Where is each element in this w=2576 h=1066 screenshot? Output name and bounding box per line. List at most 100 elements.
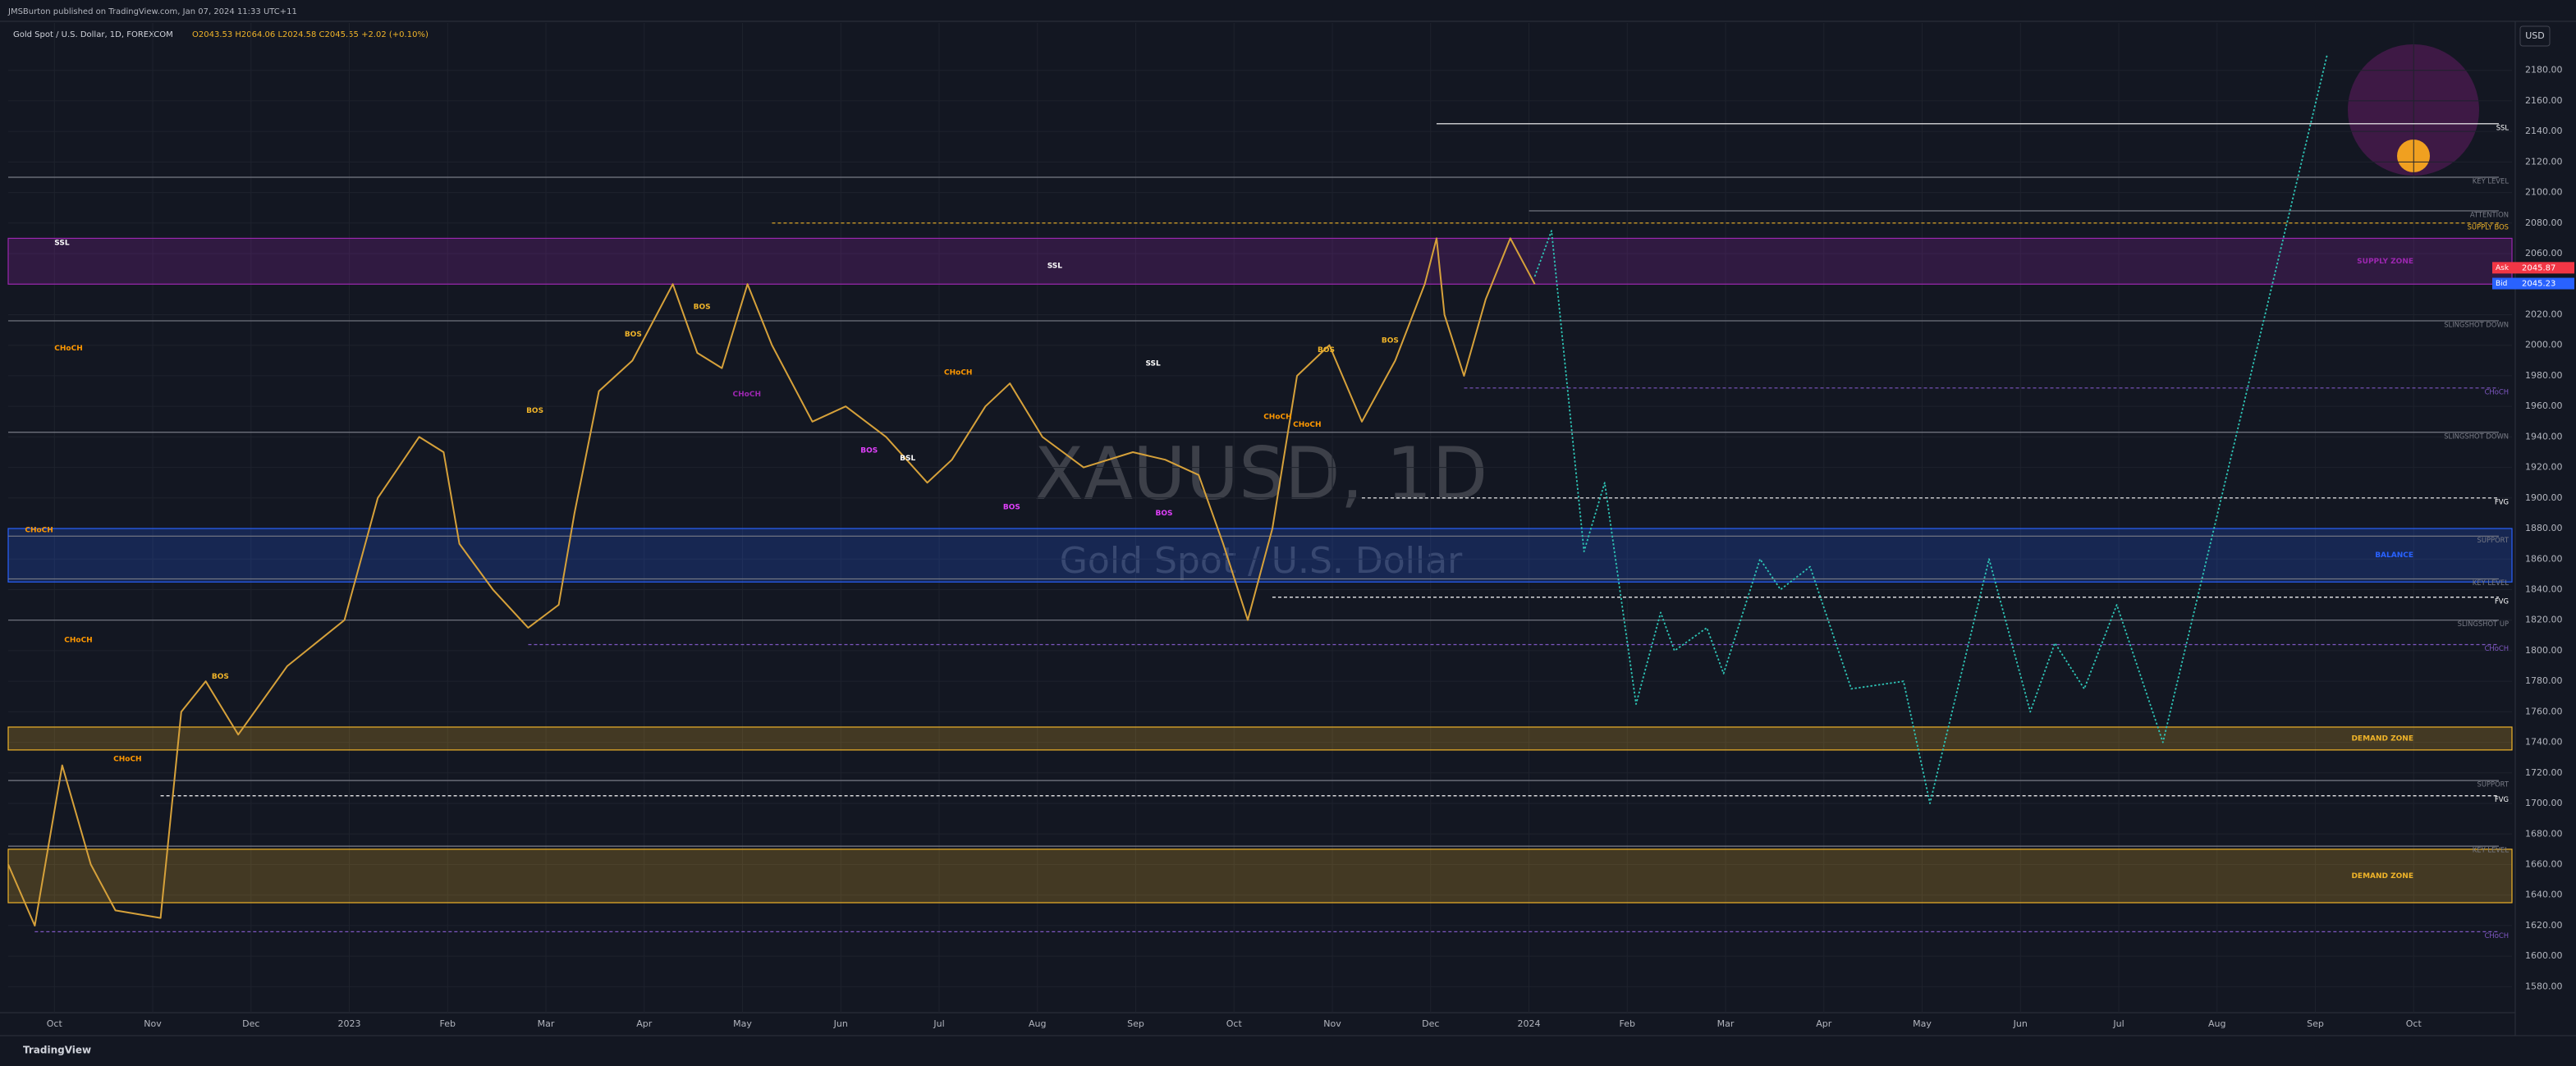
quote-value: 2045.23 — [2522, 280, 2555, 289]
level-label: ATTENTION — [2470, 210, 2509, 218]
annotation: BSL — [900, 455, 915, 463]
x-tick-label: May — [733, 1018, 752, 1029]
x-tick-label: Nov — [1323, 1018, 1341, 1029]
x-tick-label: Oct — [47, 1018, 63, 1029]
x-tick-label: Dec — [242, 1018, 259, 1029]
x-tick-label: Dec — [1422, 1018, 1439, 1029]
annotation: CHoCH — [25, 526, 53, 534]
x-tick-label: Feb — [440, 1018, 456, 1029]
x-tick-label: Oct — [2406, 1018, 2422, 1029]
x-tick-label: 2023 — [338, 1018, 361, 1029]
x-tick-label: Nov — [144, 1018, 162, 1029]
zone-label: SUPPLY ZONE — [2357, 258, 2413, 266]
zone-label: DEMAND ZONE — [2351, 734, 2413, 743]
x-tick-label: Jul — [2112, 1018, 2124, 1029]
y-tick-label: 1660.00 — [2525, 858, 2563, 869]
y-tick-label: 2020.00 — [2525, 309, 2563, 319]
y-tick-label: 1640.00 — [2525, 890, 2563, 900]
x-tick-label: Sep — [1127, 1018, 1144, 1029]
level-label: CHoCH — [2485, 387, 2509, 396]
x-tick-label: Feb — [1620, 1018, 1635, 1029]
level-label: SUPPORT — [2477, 536, 2510, 544]
quote-label: Bid — [2496, 280, 2507, 288]
x-tick-label: Jul — [933, 1018, 944, 1029]
y-tick-label: 2180.00 — [2525, 65, 2563, 75]
level-label: SLINGSHOT DOWN — [2444, 432, 2509, 440]
y-tick-label: 1880.00 — [2525, 523, 2563, 533]
annotation: CHoCH — [1263, 414, 1291, 422]
level-label: SUPPLY BOS — [2468, 222, 2509, 231]
x-tick-label: Oct — [1226, 1018, 1243, 1029]
x-tick-label: Mar — [538, 1018, 555, 1029]
published: JMSBurton published on TradingView.com, … — [7, 7, 297, 16]
y-tick-label: 1960.00 — [2525, 400, 2563, 411]
y-tick-label: 1720.00 — [2525, 767, 2563, 778]
y-tick-label: 2100.00 — [2525, 187, 2563, 198]
annotation: BOS — [526, 407, 543, 415]
y-tick-label: 1900.00 — [2525, 492, 2563, 503]
y-tick-label: 1980.00 — [2525, 370, 2563, 381]
annotation: SSL — [54, 240, 70, 248]
annotation: CHoCH — [113, 756, 141, 764]
x-tick-label: Apr — [636, 1018, 653, 1029]
annotation: BOS — [694, 304, 711, 312]
level-label: SLINGSHOT DOWN — [2444, 320, 2509, 328]
zone-label: BALANCE — [2375, 551, 2413, 560]
y-tick-label: 1800.00 — [2525, 645, 2563, 656]
y-tick-label: 2120.00 — [2525, 156, 2563, 167]
x-tick-label: Aug — [2208, 1018, 2225, 1029]
currency-box[interactable] — [2519, 25, 2551, 47]
x-tick-label: Sep — [2307, 1018, 2324, 1029]
level-label: FVG — [2495, 497, 2509, 506]
level-label: KEY LEVEL — [2473, 176, 2510, 185]
annotation: SSL — [1047, 262, 1063, 270]
x-tick-label: Jun — [2013, 1018, 2028, 1029]
x-tick-label: Aug — [1029, 1018, 1046, 1029]
zone — [7, 849, 2513, 904]
level-label: CHoCH — [2485, 644, 2509, 652]
annotation: CHoCH — [1293, 421, 1321, 429]
annotation: BOS — [625, 331, 642, 339]
annotation: BOS — [1382, 337, 1399, 345]
quote-box — [2492, 262, 2574, 274]
x-tick-label: Mar — [1717, 1018, 1735, 1029]
quote-label: Ask — [2496, 264, 2510, 272]
y-tick-label: 1680.00 — [2525, 828, 2563, 839]
level-label: SLINGSHOT UP — [2458, 620, 2509, 628]
y-tick-label: 2140.00 — [2525, 126, 2563, 136]
x-tick-label: Jun — [833, 1018, 848, 1029]
symbol: Gold Spot / U.S. Dollar, 1D, FOREXCOM — [13, 30, 173, 39]
y-tick-label: 1820.00 — [2525, 615, 2563, 625]
y-tick-label: 1600.00 — [2525, 950, 2563, 961]
y-tick-label: 1760.00 — [2525, 706, 2563, 716]
watermark: XAUUSD, 1D — [1034, 432, 1488, 516]
zone — [7, 237, 2513, 285]
level-label: CHoCH — [2485, 931, 2509, 940]
annotation: BOS — [1318, 346, 1335, 355]
y-tick-label: 1940.00 — [2525, 431, 2563, 441]
y-tick-label: 1860.00 — [2525, 553, 2563, 564]
level-label: FVG — [2495, 795, 2509, 803]
ohlc: O2043.53 H2064.06 L2024.58 C2045.55 +2.0… — [192, 30, 429, 39]
annotation: CHoCH — [733, 391, 761, 399]
y-tick-label: 1740.00 — [2525, 737, 2563, 748]
annotation: BOS — [1003, 503, 1020, 511]
y-tick-label: 1840.00 — [2525, 583, 2563, 594]
zone-label: DEMAND ZONE — [2351, 872, 2413, 881]
x-tick-label: Apr — [1816, 1018, 1832, 1029]
price-line — [7, 237, 1536, 926]
y-tick-label: 1920.00 — [2525, 462, 2563, 473]
annotation: CHoCH — [944, 369, 972, 377]
level-label: KEY LEVEL — [2473, 846, 2510, 854]
annotation: BOS — [1155, 510, 1172, 518]
currency[interactable]: USD — [2525, 30, 2545, 41]
quote-box — [2492, 277, 2574, 290]
y-tick-label: 1620.00 — [2525, 920, 2563, 931]
y-tick-label: 2080.00 — [2525, 217, 2563, 228]
zone — [7, 726, 2513, 751]
y-tick-label: 1580.00 — [2525, 981, 2563, 991]
annotation: BOS — [860, 447, 878, 455]
quote-value: 2045.87 — [2522, 263, 2555, 272]
